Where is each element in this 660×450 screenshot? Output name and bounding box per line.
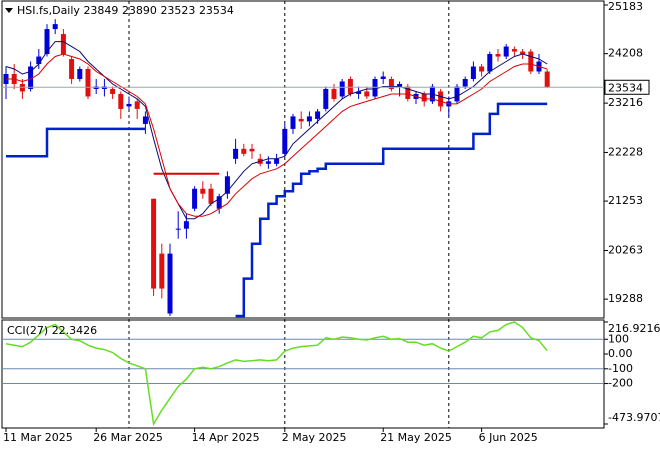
x-tick-label: 26 Mar 2025 xyxy=(93,431,163,444)
candle-body xyxy=(470,66,476,79)
candle-body xyxy=(380,76,386,79)
candle-body xyxy=(331,88,337,99)
indicator-value: 22.3426 xyxy=(52,324,98,337)
indicator-line xyxy=(5,321,548,427)
candle-body xyxy=(85,69,91,97)
price-plot xyxy=(3,19,550,318)
y-tick-label: 216.9216 xyxy=(608,322,660,335)
candle-body xyxy=(44,29,50,55)
candle-body xyxy=(421,93,427,102)
x-tick-label: 14 Apr 2025 xyxy=(192,431,260,444)
overlay-line xyxy=(5,41,548,220)
candle-body xyxy=(364,91,370,97)
current-price-label: 23534 xyxy=(608,81,643,94)
candle-body xyxy=(290,116,296,129)
candle-body xyxy=(503,46,509,57)
candle-body xyxy=(339,81,345,97)
candle-body xyxy=(118,93,124,109)
candle-body xyxy=(520,51,526,55)
chart-title: HSI.fs,Daily 23849 23890 23523 23534 xyxy=(17,4,234,17)
x-tick-label: 21 May 2025 xyxy=(380,431,452,444)
y-tick-label: 0.00 xyxy=(608,347,633,360)
candle-body xyxy=(347,78,353,94)
y-tick-label: -100 xyxy=(608,362,633,375)
overlay-line xyxy=(6,53,548,217)
y-tick-label: 25183 xyxy=(608,0,643,13)
candle-body xyxy=(511,49,517,52)
candle-body xyxy=(175,228,181,230)
price-panel-frame xyxy=(1,0,605,319)
y-tick-label: 23216 xyxy=(608,96,643,109)
last-low: 23523 xyxy=(160,4,195,17)
candle-body xyxy=(265,161,271,164)
candle-body xyxy=(298,118,304,122)
candle-body xyxy=(69,59,75,79)
last-high: 23890 xyxy=(122,4,157,17)
y-tick-label: 19288 xyxy=(608,292,643,305)
candle-body xyxy=(282,128,288,154)
candle-body xyxy=(159,253,165,289)
y-tick-label: -473.9707 xyxy=(608,411,660,424)
candle-body xyxy=(528,51,534,72)
last-open: 23849 xyxy=(83,4,118,17)
candle-body xyxy=(28,66,34,89)
candle-body xyxy=(36,56,42,65)
candle-body xyxy=(479,66,485,72)
candle-body xyxy=(487,54,493,72)
candle-body xyxy=(405,86,411,99)
candle-body xyxy=(356,91,362,94)
title-arrow xyxy=(5,8,13,13)
candle-body xyxy=(167,253,173,314)
candle-body xyxy=(462,78,468,87)
x-tick-label: 6 Jun 2025 xyxy=(479,431,538,444)
candle-body xyxy=(142,116,148,124)
candle-body xyxy=(397,83,403,87)
candle-body xyxy=(224,176,230,194)
candle-body xyxy=(274,158,280,164)
overlay-line xyxy=(6,102,548,318)
y-tick-label: 22228 xyxy=(608,145,643,158)
candle-body xyxy=(110,88,116,94)
indicator-title: CCI(27) 22.3426 xyxy=(7,324,97,337)
candle-body xyxy=(438,91,444,107)
indicator-panel-frame xyxy=(1,319,605,429)
candle-body xyxy=(77,69,83,79)
candle-body xyxy=(192,188,198,209)
y-tick-label: 100 xyxy=(608,332,629,345)
candle-body xyxy=(495,54,501,57)
y-tick-label: 20263 xyxy=(608,243,643,256)
candle-body xyxy=(249,148,255,152)
candle-body xyxy=(233,148,239,159)
candle-body xyxy=(454,86,460,102)
candle-body xyxy=(216,196,222,209)
candle-body xyxy=(241,148,247,154)
candle-body xyxy=(544,71,550,88)
x-tick-label: 2 May 2025 xyxy=(282,431,347,444)
last-close: 23534 xyxy=(199,4,234,17)
candle-body xyxy=(200,188,206,194)
candle-body xyxy=(388,78,394,89)
current-price-box xyxy=(604,79,650,95)
x-tick-label: 11 Mar 2025 xyxy=(3,431,73,444)
candle-body xyxy=(52,24,58,30)
candle-body xyxy=(183,221,189,229)
y-tick-label: -200 xyxy=(608,377,633,390)
y-tick-label: 21253 xyxy=(608,194,643,207)
candle-body xyxy=(126,103,132,107)
candle-body xyxy=(306,116,312,122)
symbol: HSI.fs,Daily xyxy=(17,4,80,17)
candle-body xyxy=(60,34,66,55)
candle-body xyxy=(134,101,140,109)
candle-body xyxy=(208,188,214,204)
candle-body xyxy=(323,88,329,109)
y-tick-label: 24208 xyxy=(608,47,643,60)
candle-body xyxy=(151,198,157,289)
indicator-name: CCI(27) xyxy=(7,324,48,337)
candle-body xyxy=(315,111,321,119)
